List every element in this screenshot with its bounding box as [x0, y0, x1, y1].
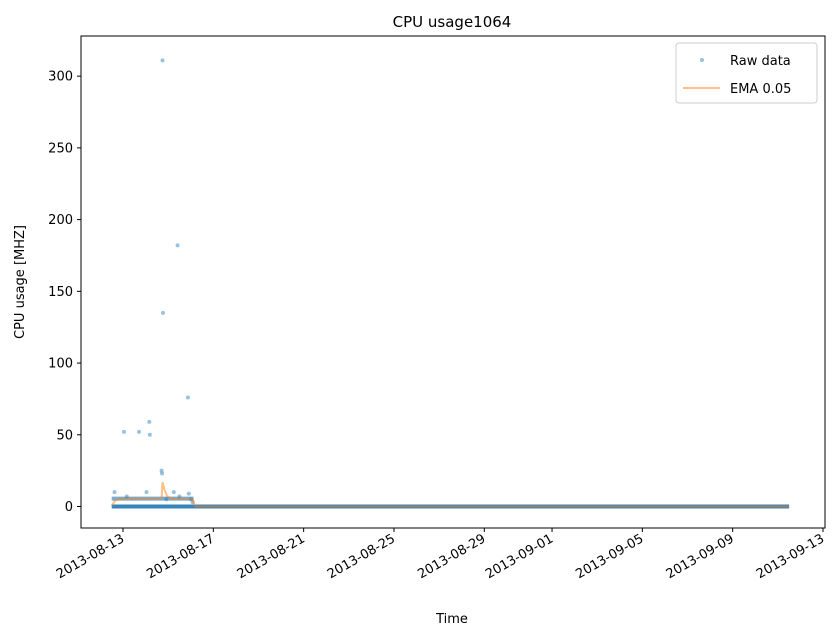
- raw-data-point: [159, 468, 164, 473]
- raw-data-point: [147, 432, 152, 437]
- raw-data-point: [177, 494, 182, 499]
- y-tick-label: 50: [56, 428, 73, 443]
- legend-raw-marker: [700, 58, 704, 62]
- raw-data-point: [185, 395, 190, 400]
- y-tick-label: 100: [48, 357, 73, 372]
- x-tick-label: 2013-08-17: [144, 531, 217, 582]
- legend: Raw data EMA 0.05: [675, 42, 818, 104]
- x-tick-label: 2013-09-13: [754, 531, 827, 582]
- plot-area: [110, 58, 790, 509]
- raw-data-point: [144, 490, 149, 495]
- raw-data-point: [112, 490, 117, 495]
- x-tick-label: 2013-08-13: [54, 531, 127, 582]
- raw-data-point: [186, 491, 191, 496]
- x-tick-label: 2013-09-05: [573, 531, 646, 582]
- y-tick-label: 200: [48, 213, 73, 228]
- y-tick-label: 0: [65, 500, 73, 515]
- x-axis: 2013-08-13 2013-08-17 2013-08-21 2013-08-25…: [54, 528, 827, 582]
- y-axis: 0 50 100 150 200 250 300: [48, 70, 81, 515]
- raw-data-point: [164, 497, 169, 502]
- y-axis-label: CPU usage [MHZ]: [13, 225, 28, 339]
- raw-data-point: [175, 243, 180, 248]
- x-tick-label: 2013-08-25: [325, 531, 398, 582]
- raw-data-point: [160, 58, 165, 63]
- x-tick-label: 2013-09-09: [664, 531, 737, 582]
- raw-data-point: [121, 429, 126, 434]
- x-tick-label: 2013-09-01: [483, 531, 556, 582]
- x-axis-label: Time: [435, 612, 468, 627]
- raw-data-point: [147, 419, 152, 424]
- raw-data-point: [160, 471, 165, 476]
- raw-data-point: [124, 494, 129, 499]
- y-tick-label: 150: [48, 285, 73, 300]
- x-tick-label: 2013-08-21: [235, 531, 308, 582]
- legend-raw-label: Raw data: [730, 54, 791, 69]
- plot-frame: [80, 35, 826, 529]
- x-tick-label: 2013-08-29: [415, 531, 488, 582]
- y-tick-label: 300: [48, 70, 73, 85]
- raw-data-point: [136, 429, 141, 434]
- y-tick-label: 250: [48, 141, 73, 156]
- chart-title: CPU usage1064: [393, 13, 512, 31]
- raw-data-point: [160, 310, 165, 315]
- ema-line: [110, 481, 790, 508]
- legend-ema-label: EMA 0.05: [730, 82, 791, 97]
- raw-data-point: [171, 490, 176, 495]
